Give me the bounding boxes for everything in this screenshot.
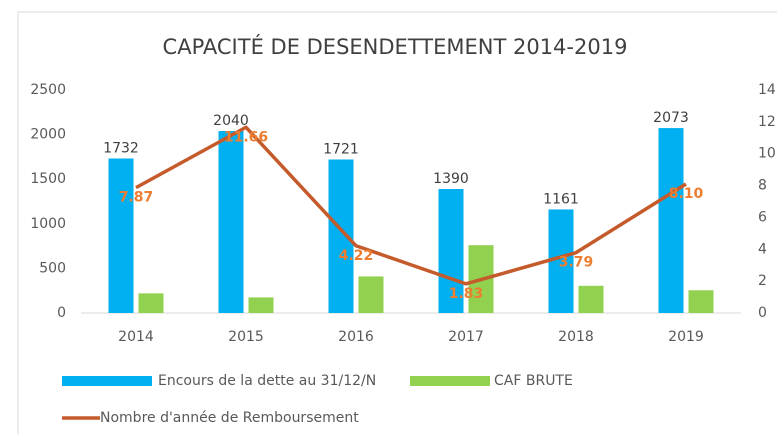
bar [548, 209, 574, 313]
bar [438, 189, 464, 313]
y-tick-label: 500 [39, 260, 66, 276]
bar-value-label: 2040 [213, 113, 249, 129]
y-tick-label: 1000 [30, 216, 66, 232]
bar-value-label: 1732 [103, 141, 139, 157]
bar-value-label: 1390 [433, 171, 469, 187]
y2-tick-label: 2 [758, 273, 767, 289]
x-tick-label: 2015 [228, 329, 264, 345]
y2-tick-label: 4 [758, 241, 767, 257]
y-tick-label: 2000 [30, 127, 66, 143]
line-value-label: 7.87 [119, 190, 154, 206]
x-tick-label: 2014 [118, 329, 154, 345]
line-value-label: 1.83 [449, 286, 484, 302]
legend-swatch [62, 376, 152, 386]
bar [328, 159, 354, 313]
y-tick-label: 0 [57, 305, 66, 321]
y2-tick-label: 14 [758, 82, 776, 98]
legend-label: Encours de la dette au 31/12/N [158, 373, 376, 389]
chart-title: CAPACITÉ DE DESENDETTEMENT 2014-2019 [163, 34, 628, 59]
x-tick-label: 2019 [668, 329, 704, 345]
legend-label: Nombre d'année de Remboursement [100, 410, 359, 426]
legend-label: CAF BRUTE [494, 373, 573, 389]
chart-frame [17, 11, 777, 434]
bar-value-label: 1161 [543, 191, 579, 207]
bar [658, 128, 684, 313]
x-tick-label: 2016 [338, 329, 374, 345]
y2-tick-label: 12 [758, 114, 776, 130]
y2-tick-label: 8 [758, 178, 767, 194]
y-tick-label: 1500 [30, 171, 66, 187]
x-tick-label: 2017 [448, 329, 484, 345]
legend-swatch [410, 376, 490, 386]
bar [578, 285, 604, 313]
y2-tick-label: 6 [758, 209, 767, 225]
y2-tick-label: 10 [758, 146, 776, 162]
bar [108, 158, 134, 313]
bar [138, 293, 164, 313]
y2-tick-label: 0 [758, 305, 767, 321]
bar [358, 276, 384, 313]
line [135, 125, 687, 286]
line-value-label: 3.79 [559, 255, 594, 271]
bar [688, 290, 714, 313]
bar-value-label: 1721 [323, 141, 359, 157]
x-tick-label: 2018 [558, 329, 594, 345]
bar-value-label: 2073 [653, 110, 689, 126]
y-tick-label: 2500 [30, 82, 66, 98]
bar [248, 297, 274, 313]
line-value-label: 4.22 [339, 248, 374, 264]
line-value-label: 8.10 [669, 186, 704, 202]
bar [218, 131, 244, 313]
line-value-label: 11.66 [224, 129, 268, 145]
